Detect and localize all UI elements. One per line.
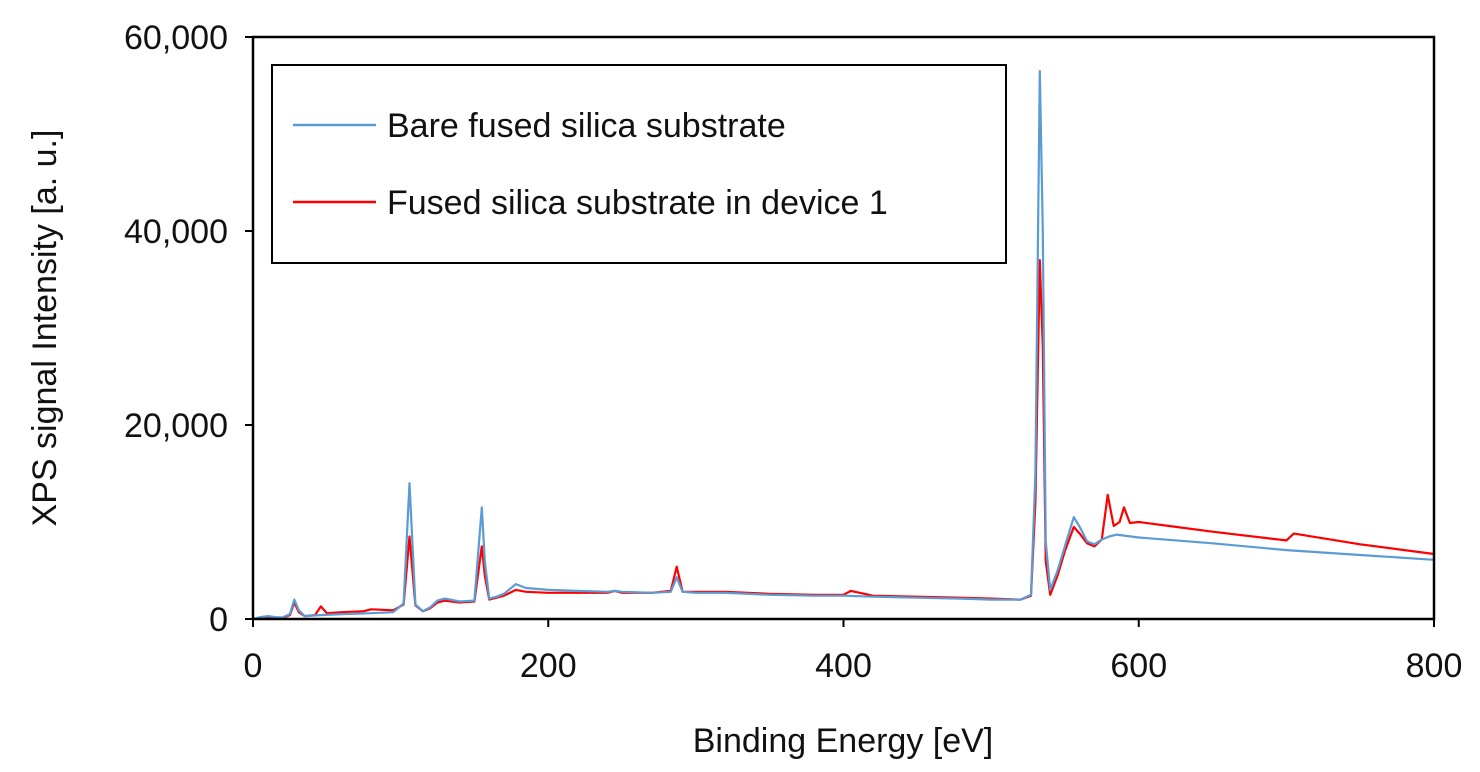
ticks-layer: 0 200 400 600 800 0 20,000 40,000 60,000 [124,19,1462,685]
series-line-device-1 [252,259,1435,621]
legend-label-bare-fused-silica: Bare fused silica substrate [387,107,786,145]
x-tick-label: 400 [815,647,872,685]
x-tick-label: 0 [244,647,263,685]
y-tick-label: 60,000 [124,19,228,57]
series-layer [252,69,1435,621]
y-axis-title: XPS signal Intensity [a. u.] [26,130,64,527]
series-line-bare-fused-silica [252,69,1435,621]
legend-label-device-1: Fused silica substrate in device 1 [387,184,888,222]
x-tick-label: 800 [1406,647,1463,685]
y-tick-label: 20,000 [124,407,228,445]
legend: Bare fused silica substrate Fused silica… [271,64,1007,264]
y-tick-label: 40,000 [124,213,228,251]
x-axis-title: Binding Energy [eV] [693,722,994,760]
x-tick-label: 200 [520,647,577,685]
x-tick-label: 600 [1110,647,1167,685]
legend-box [271,64,1007,264]
y-tick-label: 0 [209,601,228,639]
